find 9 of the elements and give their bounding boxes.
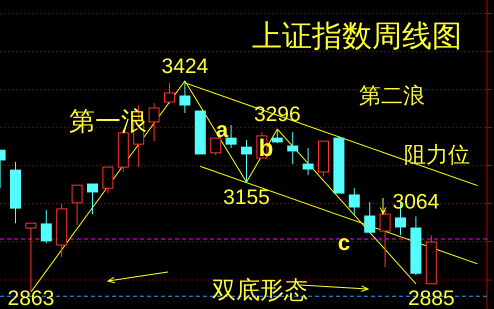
text: 3064 xyxy=(392,190,440,214)
annotation: 第二浪 xyxy=(359,83,425,108)
annotation: 阻力位 xyxy=(404,142,470,167)
text: 上证指数周线图 xyxy=(252,20,462,53)
text: 2885 xyxy=(408,287,455,309)
annotation: a xyxy=(216,117,229,142)
text: 3424 xyxy=(162,54,208,78)
text: 3155 xyxy=(223,186,270,210)
text: 2863 xyxy=(8,287,54,309)
